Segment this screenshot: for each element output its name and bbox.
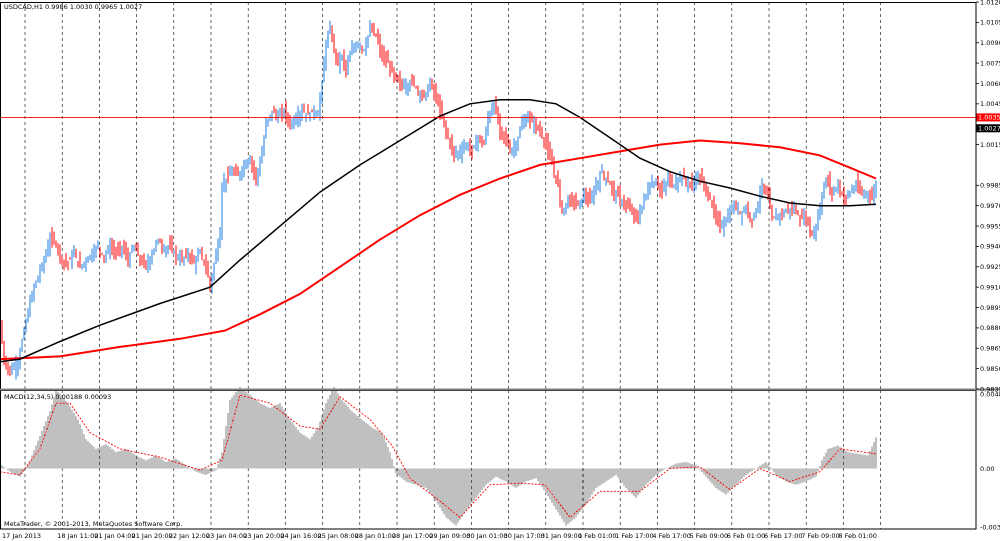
price-y-tick-label: 1.0075: [980, 59, 1000, 67]
price-y-tick-label: 0.9835: [980, 385, 1000, 393]
x-tick-label: 1 Feb 17:00: [615, 532, 654, 540]
price-badge-label: 1.0035: [978, 114, 1000, 122]
price-y-tick-label: 0.9925: [980, 263, 1000, 271]
x-tick-label: 4 Feb 17:00: [652, 532, 691, 540]
price-panel-frame: [0, 2, 977, 390]
price-y-tick-label: 1.0105: [980, 19, 1000, 27]
macd-y-tick-label: 0.00: [980, 465, 994, 473]
price-y-tick-label: 1.0045: [980, 100, 1000, 108]
x-tick-label: 25 Jan 08:00: [318, 532, 359, 540]
x-tick-label: 28 Jan 01:00: [355, 532, 396, 540]
price-y-tick-label: 1.0090: [980, 39, 1000, 47]
x-tick-label: 31 Jan 09:00: [541, 532, 582, 540]
price-y-tick-label: 0.9955: [980, 222, 1000, 230]
fast-moving-average-line: [0, 99, 877, 363]
x-tick-label: 22 Jan 12:00: [169, 532, 210, 540]
price-y-tick-label: 1.0060: [980, 80, 1000, 88]
x-tick-label: 8 Feb 01:00: [838, 532, 877, 540]
price-badge: [976, 124, 1000, 133]
x-tick-label: 21 Jan 20:00: [132, 532, 173, 540]
price-badge: [976, 113, 1000, 122]
x-tick-label: 30 Jan 01:00: [466, 532, 507, 540]
price-y-tick-label: 0.9865: [980, 345, 1000, 353]
x-tick-label: 17 Jan 2013: [2, 532, 41, 540]
x-tick-label: 21 Jan 04:00: [94, 532, 135, 540]
x-tick-label: 28 Jan 17:00: [392, 532, 433, 540]
price-candles: [1, 20, 877, 380]
x-tick-label: 29 Jan 09:00: [429, 532, 470, 540]
x-tick-label: 23 Jan 04:00: [206, 532, 247, 540]
macd-histogram: [0, 386, 877, 526]
x-tick-label: 5 Feb 09:00: [690, 532, 729, 540]
price-y-tick-label: 0.9895: [980, 304, 1000, 312]
price-y-tick-label: 0.9985: [980, 182, 1000, 190]
x-tick-label: 18 Jan 11:00: [57, 532, 98, 540]
x-tick-label: 6 Feb 01:00: [727, 532, 766, 540]
copyright-footer: MetaTrader, © 2001-2013, MetaQuotes Soft…: [4, 520, 182, 528]
macd-y-tick-label: -0.00371: [980, 523, 1000, 531]
x-tick-label: 24 Jan 16:00: [280, 532, 321, 540]
main-chart-header: USDCAD,H1 0.9986 1.0030 0.9965 1.0027: [4, 3, 142, 11]
macd-header: MACD(12,34,5) 0.00188 0.00093: [4, 393, 111, 401]
vertical-gridlines: [24, 2, 881, 529]
x-tick-label: 1 Feb 01:00: [578, 532, 617, 540]
x-tick-label: 23 Jan 20:00: [243, 532, 284, 540]
price-badge-label: 1.0027: [978, 125, 1000, 133]
slow-moving-average-line: [0, 139, 877, 361]
x-tick-label: 7 Feb 09:00: [801, 532, 840, 540]
x-tick-label: 6 Feb 17:00: [764, 532, 803, 540]
horizontal-price-lines: 1.0035 1.0027: [0, 113, 1000, 133]
price-y-tick-label: 1.0120: [980, 0, 1000, 6]
moving-averages: [0, 99, 877, 363]
macd-signal-line: [0, 394, 877, 519]
macd-y-tick-label: 0.00481: [980, 390, 1000, 398]
price-y-tick-label: 1.0015: [980, 141, 1000, 149]
x-tick-label: 30 Jan 17:00: [504, 532, 545, 540]
